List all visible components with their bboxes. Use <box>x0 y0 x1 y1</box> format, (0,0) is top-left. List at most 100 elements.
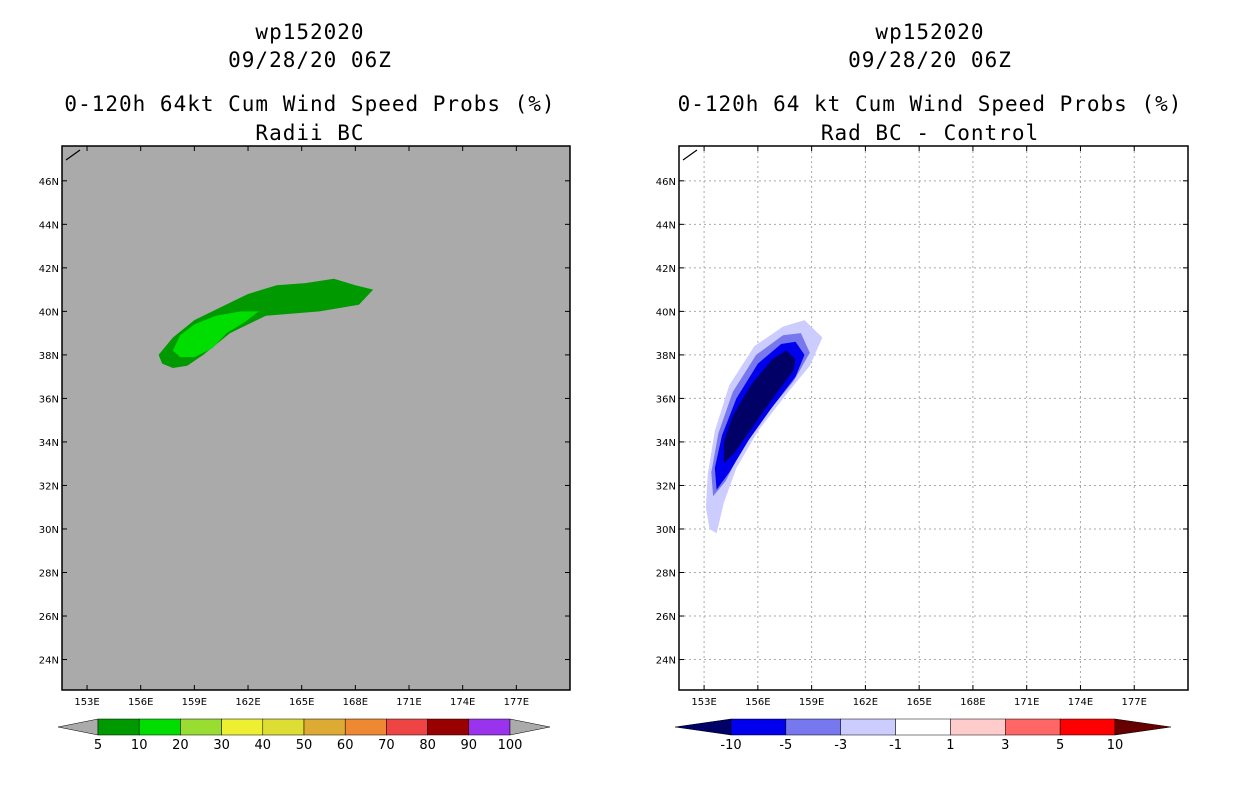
left-colorbar-tip-high <box>509 718 551 736</box>
left-colorbar-label: 30 <box>213 738 230 753</box>
right-y-tick-label: 36N <box>656 394 676 405</box>
left-y-tick-label: 24N <box>39 656 59 667</box>
right-y-tick-label: 34N <box>656 438 676 449</box>
left-chart-subtitle: 0-120h 64kt Cum Wind Speed Probs (%) Rad… <box>40 90 580 148</box>
right-colorbar-tip-low <box>674 718 732 736</box>
right-y-tick-label: 24N <box>656 656 676 667</box>
left-colorbar-swatch <box>262 718 305 736</box>
left-x-tick-label: 159E <box>182 697 207 708</box>
right-y-tick-label: 44N <box>656 220 676 231</box>
left-colorbar-label: 100 <box>498 738 523 753</box>
right-colorbar-swatch <box>1005 718 1061 736</box>
right-y-tick-label: 46N <box>656 177 676 188</box>
right-x-tick-label: 177E <box>1122 697 1147 708</box>
right-y-tick-label: 40N <box>656 307 676 318</box>
left-colorbar-swatch <box>303 718 346 736</box>
left-contours <box>158 278 374 368</box>
right-datetime: 09/28/20 06Z <box>848 48 1012 72</box>
left-y-tick-label: 46N <box>39 177 59 188</box>
right-product-subtitle: Rad BC - Control <box>820 121 1040 145</box>
left-x-tick-label: 171E <box>396 697 421 708</box>
right-colorbar-label: -5 <box>779 738 792 753</box>
left-x-tick-label: 174E <box>450 697 475 708</box>
left-x-tick-label: 153E <box>74 697 99 708</box>
right-chart-subtitle: 0-120h 64 kt Cum Wind Speed Probs (%) Ra… <box>660 90 1200 148</box>
right-plot: 153E 156E 159E 162E 165E 168E 171E 174E 177E 24N 2… <box>656 145 1189 708</box>
left-colorbar-label: 70 <box>378 738 395 753</box>
left-y-tick-label: 44N <box>39 220 59 231</box>
right-colorbar-label: 1 <box>946 738 954 753</box>
left-colorbar-swatch <box>180 718 222 736</box>
left-x-tick-label: 156E <box>128 697 153 708</box>
right-colorbar-swatch <box>895 718 951 736</box>
left-product-title: 0-120h 64kt Cum Wind Speed Probs (%) <box>64 92 556 116</box>
left-y-tick-label: 34N <box>39 438 59 449</box>
left-colorbar-swatch <box>97 718 140 736</box>
right-storm-id: wp152020 <box>875 20 985 44</box>
left-colorbar-label: 40 <box>255 738 272 753</box>
right-contours <box>705 320 823 534</box>
left-colorbar-swatch <box>427 718 470 736</box>
right-y-tick-label: 28N <box>656 568 676 579</box>
left-contour-level-10 <box>172 311 259 358</box>
right-chart-title: wp152020 09/28/20 06Z <box>660 18 1200 74</box>
right-colorbar-label: 5 <box>1056 738 1064 753</box>
right-colorbar-tip-high <box>1114 718 1172 736</box>
right-plot-frame <box>678 145 1189 691</box>
right-y-tick-label: 38N <box>656 351 676 362</box>
left-x-tick-label: 165E <box>289 697 314 708</box>
left-plot-frame <box>61 145 571 691</box>
left-colorbar-label: 90 <box>461 738 478 753</box>
left-colorbar-swatch <box>138 718 181 736</box>
right-product-title: 0-120h 64 kt Cum Wind Speed Probs (%) <box>677 92 1183 116</box>
right-colorbar-swatch <box>1059 718 1116 736</box>
right-contour-level--10 <box>723 350 796 464</box>
right-colorbar-label: -10 <box>720 738 741 753</box>
right-x-tick-label: 165E <box>906 697 931 708</box>
right-y-tick-label: 26N <box>656 612 676 623</box>
left-y-tick-label: 28N <box>39 568 59 579</box>
right-x-tick-label: 159E <box>799 697 824 708</box>
right-colorbar-swatch <box>730 718 787 736</box>
right-x-tick-label: 174E <box>1068 697 1093 708</box>
left-y-tick-label: 36N <box>39 394 59 405</box>
right-colorbar-swatch <box>840 718 896 736</box>
left-datetime: 09/28/20 06Z <box>228 48 392 72</box>
right-corner-mark <box>682 149 698 161</box>
left-colorbar-tip-low <box>57 718 99 736</box>
left-colorbar-swatch <box>221 718 264 736</box>
left-y-tick-label: 38N <box>39 351 59 362</box>
left-colorbar-label: 5 <box>94 738 102 753</box>
right-x-tick-label: 168E <box>960 697 985 708</box>
left-colorbar-swatch <box>386 718 428 736</box>
left-x-tick-label: 168E <box>343 697 368 708</box>
right-colorbar-swatch <box>950 718 1006 736</box>
left-colorbar-swatch <box>468 718 511 736</box>
left-corner-mark <box>65 149 81 161</box>
left-colorbar-swatch <box>344 718 387 736</box>
left-plot: 153E 156E 159E 162E 165E 168E 171E 174E 177E 24N 2… <box>39 145 571 708</box>
right-y-tick-label: 32N <box>656 481 676 492</box>
right-x-tick-label: 162E <box>853 697 878 708</box>
left-x-tick-label: 177E <box>504 697 529 708</box>
right-colorbar-swatch <box>785 718 841 736</box>
left-colorbar-label: 60 <box>337 738 354 753</box>
left-storm-id: wp152020 <box>255 20 365 44</box>
right-colorbar-label: -3 <box>834 738 847 753</box>
left-colorbar: 5 10 20 30 40 50 60 70 80 90 100 <box>57 718 551 753</box>
right-x-tick-label: 171E <box>1014 697 1039 708</box>
right-colorbar-label: -1 <box>889 738 902 753</box>
left-y-tick-label: 40N <box>39 307 59 318</box>
left-y-tick-label: 30N <box>39 525 59 536</box>
right-x-tick-label: 156E <box>745 697 770 708</box>
left-colorbar-label: 50 <box>296 738 313 753</box>
left-colorbar-label: 80 <box>419 738 436 753</box>
right-y-tick-label: 42N <box>656 264 676 275</box>
left-product-subtitle: Radii BC <box>255 121 365 145</box>
right-colorbar-label: 10 <box>1107 738 1124 753</box>
left-plot-background <box>62 146 570 690</box>
left-y-tick-label: 42N <box>39 264 59 275</box>
right-x-tick-label: 153E <box>691 697 716 708</box>
left-colorbar-label: 10 <box>131 738 148 753</box>
